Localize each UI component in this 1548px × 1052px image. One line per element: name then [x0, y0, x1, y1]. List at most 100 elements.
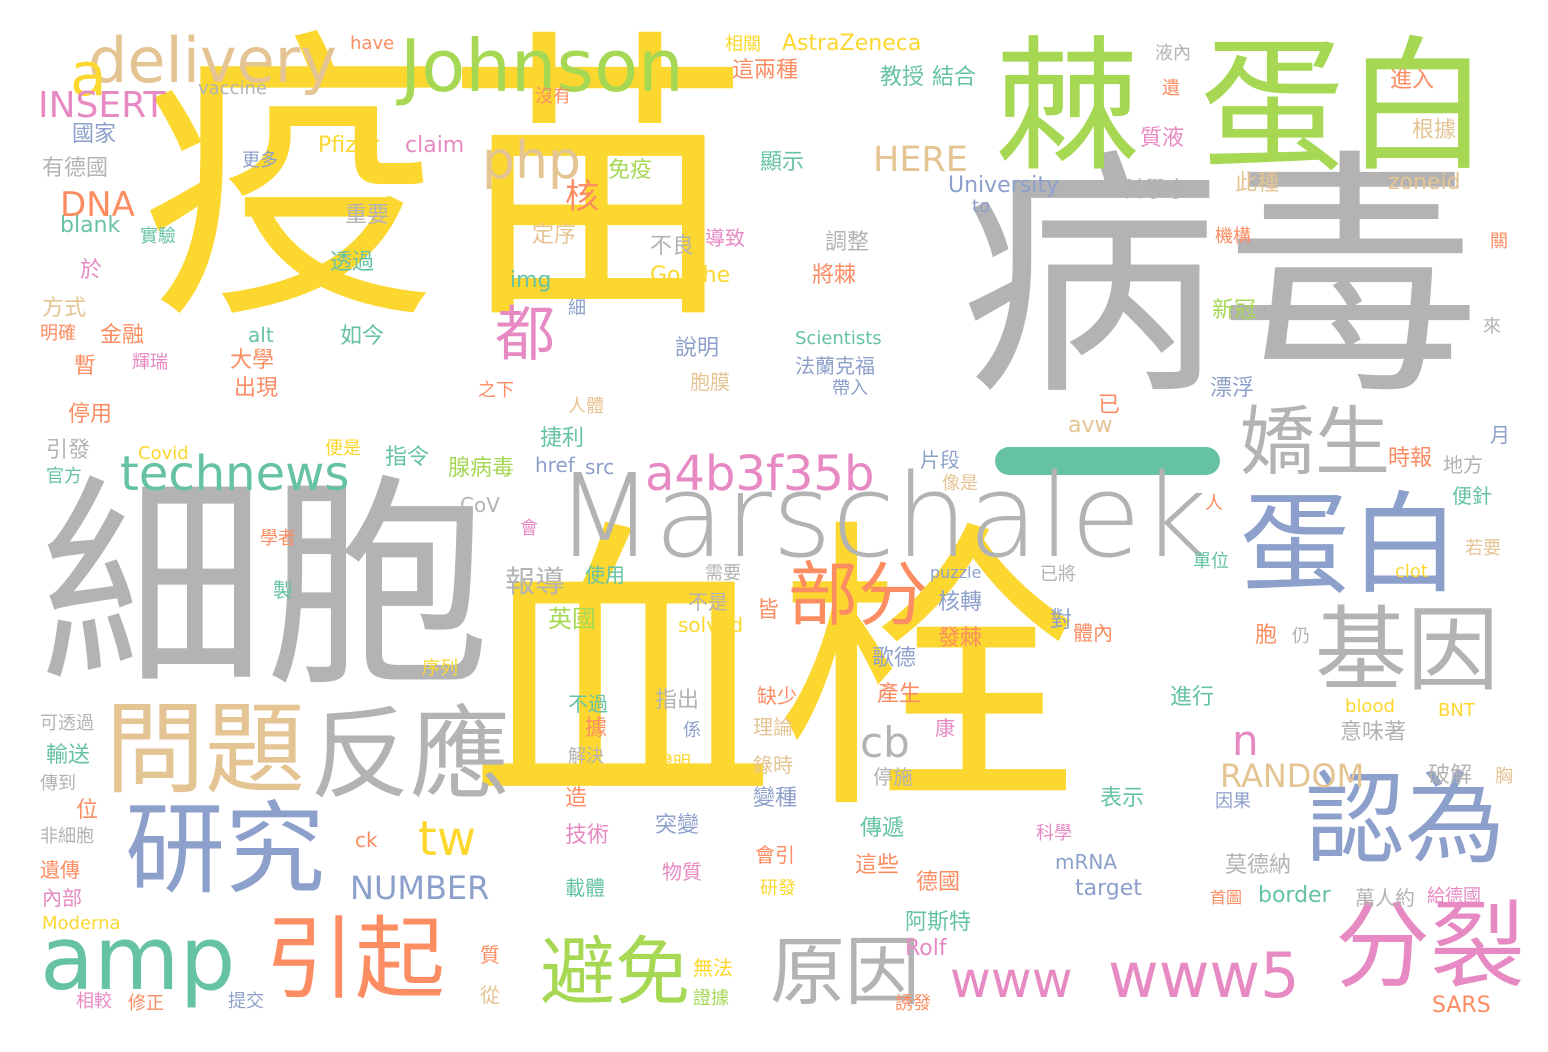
word-cloud-term: 據 — [585, 716, 608, 741]
word-cloud-term: 如今 — [340, 324, 385, 349]
word-cloud-term: target — [1075, 876, 1142, 901]
word-cloud-term: HERE — [873, 140, 968, 180]
word-cloud-term: 結合 — [932, 65, 977, 90]
word-cloud-term: img — [510, 268, 552, 293]
word-cloud-term: 不過 — [568, 692, 608, 716]
word-cloud-term: Scientists — [795, 328, 882, 349]
word-cloud-term: 機構 — [1215, 226, 1251, 247]
word-cloud-term: 輝瑞 — [132, 352, 168, 373]
word-cloud-term: 學者 — [260, 528, 296, 549]
word-cloud-term: 單位 — [1193, 551, 1229, 572]
word-cloud-term: zoneid — [1388, 170, 1461, 195]
word-cloud-term: 分裂 — [1335, 892, 1526, 1002]
word-cloud-term: 進行 — [1170, 685, 1215, 710]
word-cloud-term: 部分 — [788, 554, 928, 636]
word-cloud-term: 暫 — [74, 354, 97, 379]
word-cloud-term: 大學 — [230, 348, 275, 373]
word-cloud-term: 引發 — [46, 438, 91, 463]
word-cloud-term: 相關 — [725, 34, 761, 55]
word-cloud-term: 出現 — [234, 376, 279, 401]
word-cloud-term: 從 — [480, 983, 500, 1007]
word-cloud-term: 英國 — [548, 605, 596, 633]
word-cloud-term: src — [585, 455, 615, 479]
word-cloud-term: 細 — [568, 298, 586, 319]
word-cloud-term: 提交 — [228, 991, 264, 1012]
word-cloud-term: 腺病毒 — [448, 456, 515, 481]
word-cloud-term: border — [1258, 883, 1331, 908]
word-cloud-term: 遺傳 — [40, 858, 80, 882]
word-cloud-term: ck — [355, 828, 378, 852]
word-cloud-term: 明確 — [40, 323, 76, 344]
word-cloud-term: delivery — [88, 24, 337, 97]
word-cloud-term: 莫德納 — [1225, 853, 1292, 878]
word-cloud-term: clot — [1395, 561, 1428, 582]
word-cloud-term: 蛋白 — [1200, 23, 1490, 192]
word-cloud-term: SARS — [1432, 993, 1491, 1018]
word-cloud-term: 沒有 — [535, 86, 571, 107]
word-cloud-term: 歌德 — [872, 646, 917, 671]
word-cloud-term: 已將 — [1040, 564, 1076, 585]
word-cloud-term: 液內 — [1155, 43, 1191, 64]
word-cloud-term: 更多 — [242, 150, 278, 171]
word-cloud-term: 質 — [480, 943, 500, 967]
word-cloud-term: avw — [1068, 413, 1113, 438]
word-cloud-term: 認為 — [1305, 761, 1505, 878]
word-cloud-term: 時報 — [1388, 446, 1433, 471]
word-cloud-term: 根據 — [1412, 118, 1457, 143]
word-cloud-term: 血栓 — [470, 495, 1080, 850]
word-cloud-term: DNA — [60, 185, 135, 225]
word-cloud-term: 會引 — [755, 843, 795, 867]
word-cloud-term: 避免 — [540, 928, 691, 1016]
word-cloud-term: 國家 — [72, 122, 117, 147]
word-cloud-term: blood — [1345, 696, 1395, 717]
word-cloud-term: 解決 — [568, 746, 604, 767]
decorative-stroke — [995, 447, 1220, 475]
word-cloud-term: 問題 — [105, 691, 305, 808]
word-cloud-term: 病毒 — [960, 129, 1480, 431]
word-cloud-term: 蛋白 — [1240, 481, 1460, 609]
word-cloud-term: 嬌生 — [1240, 398, 1391, 486]
word-cloud-term: to — [972, 196, 991, 217]
word-cloud-term: NUMBER — [350, 869, 490, 907]
word-cloud-term: 給德國 — [1427, 886, 1481, 907]
word-cloud-term: 表示 — [1100, 786, 1145, 811]
word-cloud-term: 錄時 — [753, 753, 793, 777]
word-cloud-term: 證明 — [655, 753, 691, 774]
word-cloud-term: 這兩種 — [732, 58, 799, 83]
word-cloud-term: amp — [40, 907, 236, 1010]
word-cloud-term: 新冠 — [1212, 298, 1257, 323]
word-cloud-term: 無法 — [693, 956, 733, 980]
word-cloud-term: 來 — [1483, 316, 1501, 337]
word-cloud-term: 指令 — [385, 445, 430, 470]
word-cloud-term: 係 — [683, 720, 701, 741]
word-cloud-term: BNT — [1438, 700, 1475, 721]
word-cloud-term: 理論 — [753, 715, 793, 739]
word-cloud-term: a4b3f35b — [645, 446, 875, 502]
word-cloud-term: 意味著 — [1340, 720, 1407, 745]
word-cloud-term: 內部 — [42, 886, 82, 910]
word-cloud-term: 捷利 — [540, 426, 585, 451]
word-cloud-term: 相較 — [76, 991, 112, 1012]
word-cloud-term: solved — [678, 613, 744, 637]
word-cloud-term: 像是 — [942, 473, 978, 494]
word-cloud-term: 教授 — [880, 65, 925, 90]
word-cloud-term: 不良 — [650, 234, 695, 259]
word-cloud-term: 都 — [495, 300, 555, 370]
word-cloud-term: 此種 — [1235, 171, 1280, 196]
word-cloud-term: 胸 — [1495, 766, 1513, 787]
word-cloud-term: 細胞 — [40, 456, 490, 718]
word-cloud-term: 證據 — [693, 988, 729, 1009]
word-cloud-term: 變種 — [753, 786, 798, 811]
word-cloud-term: 突變 — [655, 813, 700, 838]
word-cloud-term: 官方 — [46, 466, 82, 487]
word-cloud-term: 地方 — [1443, 453, 1483, 477]
word-cloud-term: 停用 — [68, 402, 113, 427]
word-cloud-term: 核轉 — [938, 590, 983, 615]
word-cloud-term: Covid — [138, 443, 189, 464]
word-cloud-term: cb — [860, 718, 910, 767]
word-cloud-term: 進入 — [1390, 68, 1435, 93]
word-cloud-term: 基因 — [1315, 597, 1500, 704]
word-cloud-term: 核 — [565, 177, 599, 217]
word-cloud-term: 漂浮 — [1210, 376, 1255, 401]
word-cloud-term: INSERT — [38, 85, 166, 126]
